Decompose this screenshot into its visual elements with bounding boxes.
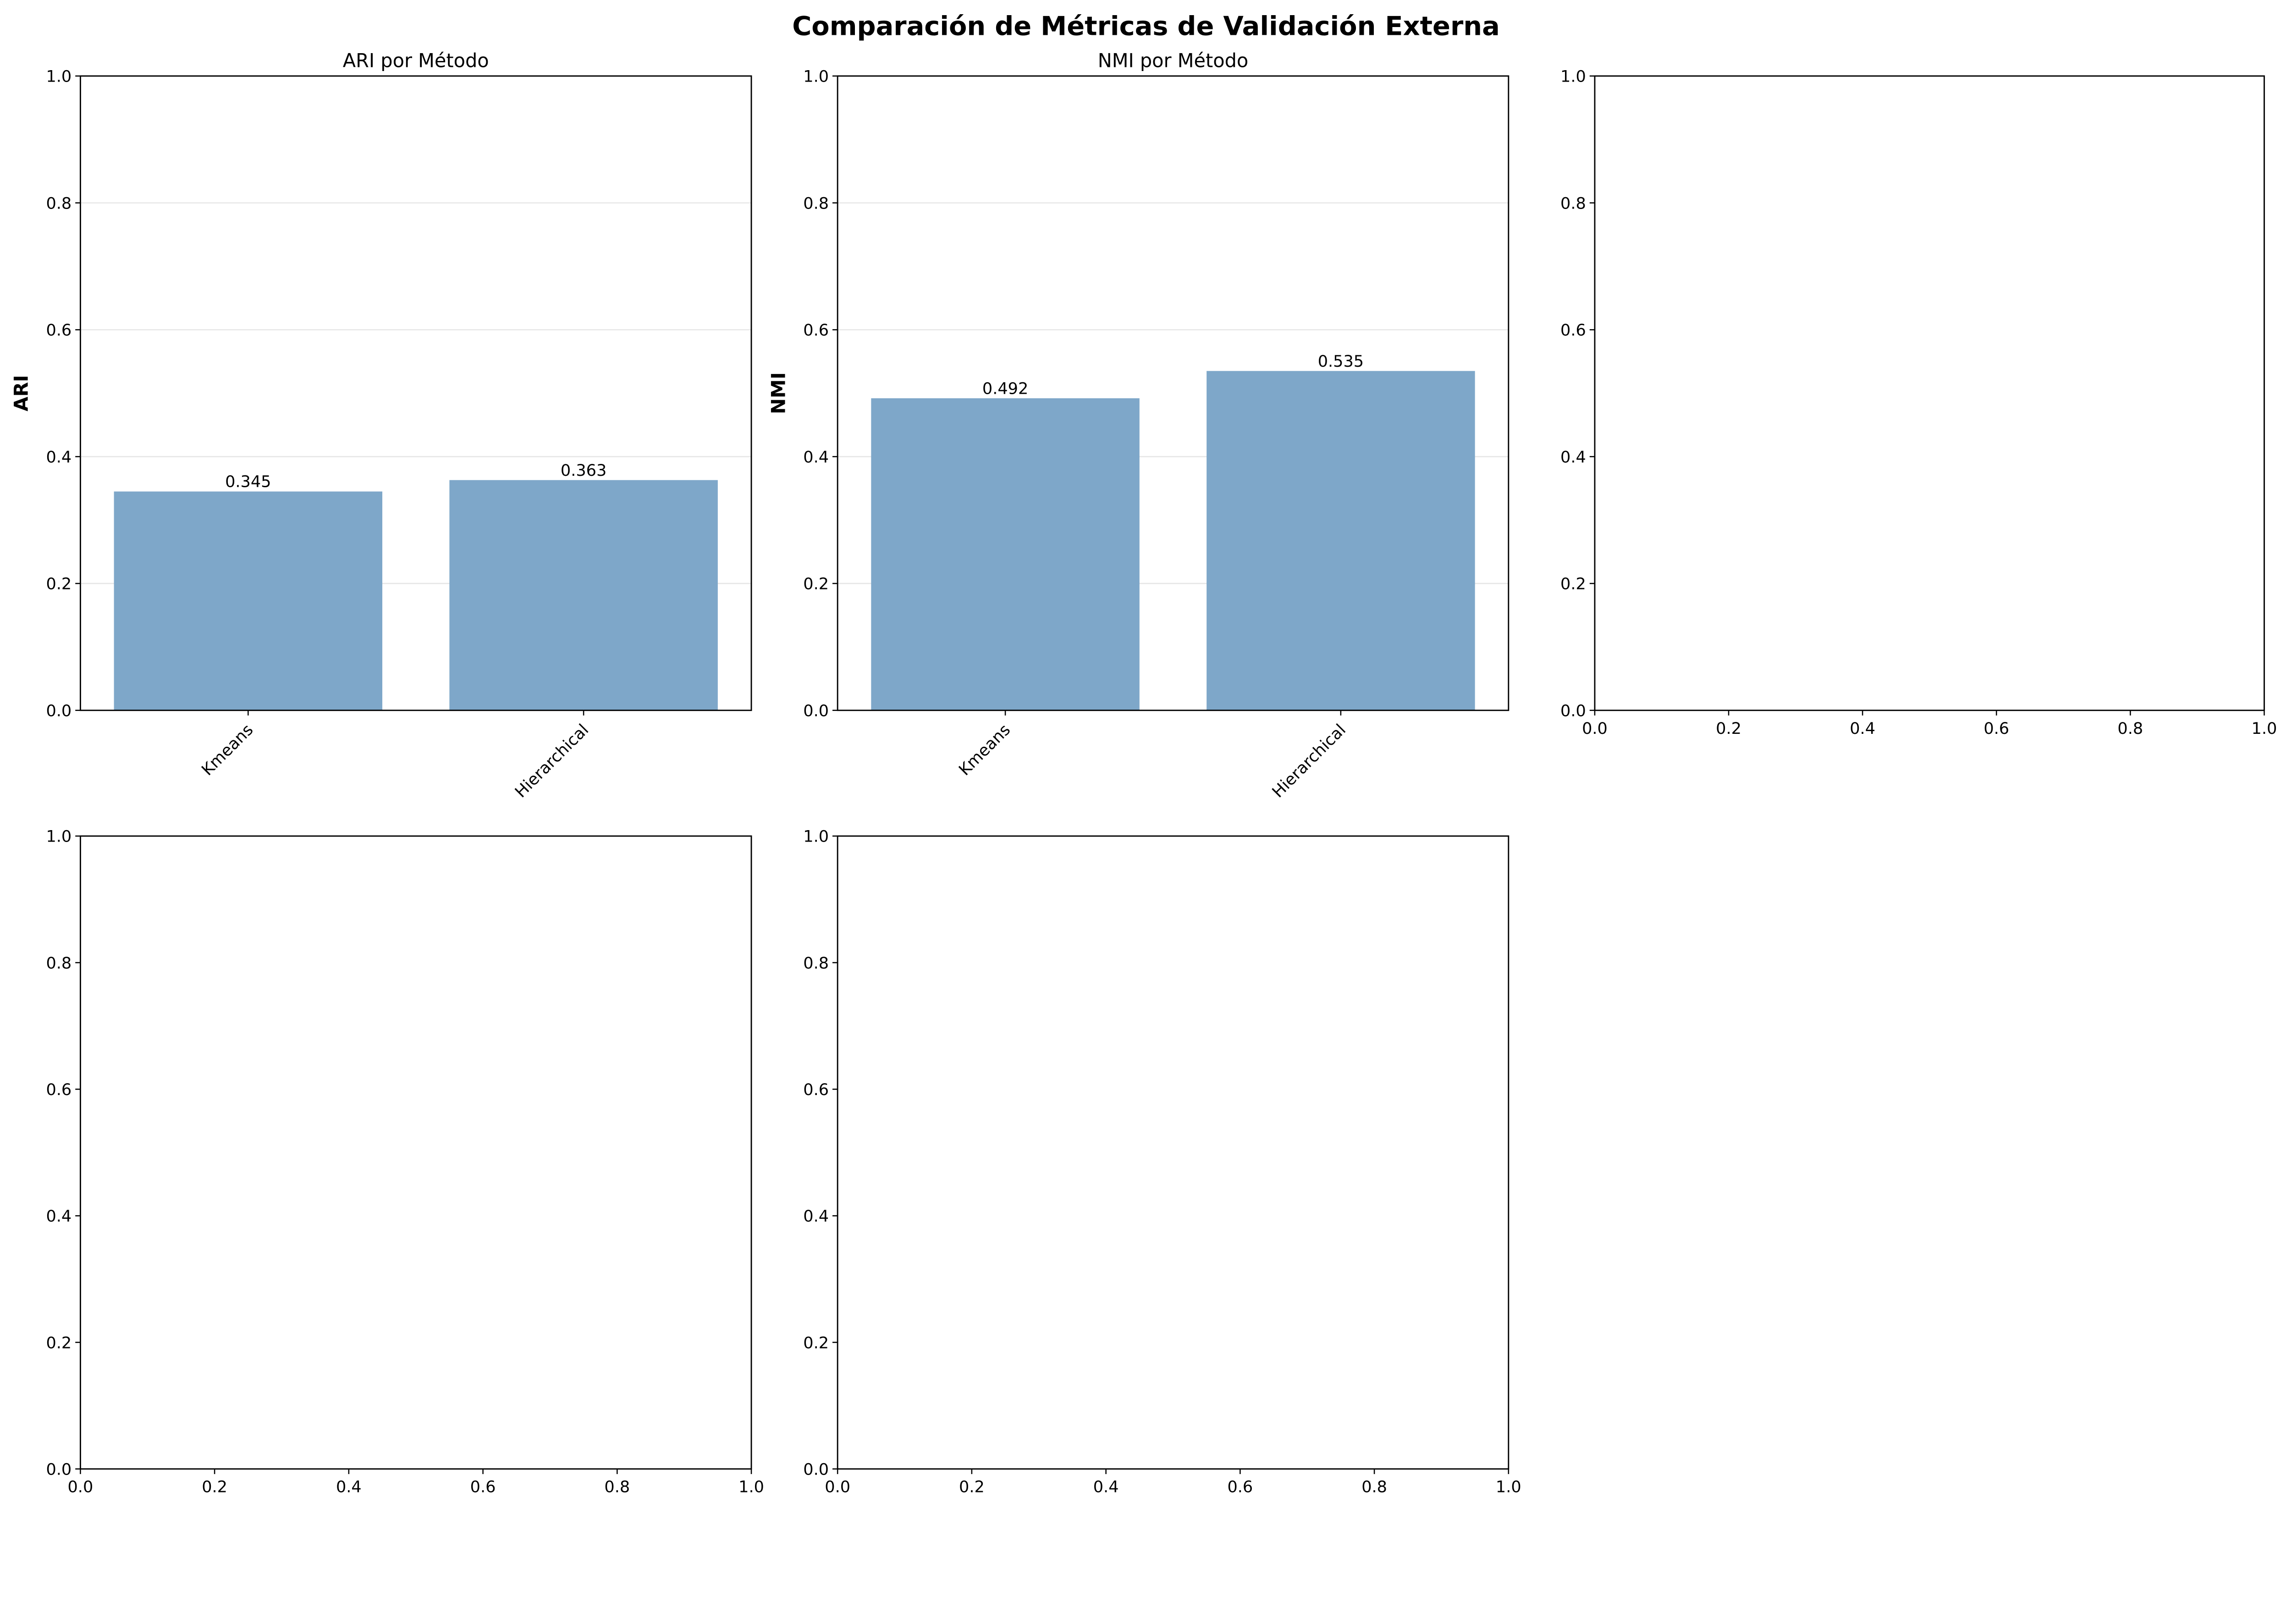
bar-kmeans	[871, 398, 1140, 710]
x-tick-label: 1.0	[738, 1478, 764, 1497]
x-tick-label: 0.6	[470, 1478, 496, 1497]
bar-value-label: 0.535	[1318, 352, 1364, 371]
bar-value-label: 0.363	[561, 461, 606, 480]
subplot-3: 0.0 0.2 0.4 0.6 0.8 1.0 0.0 0.2 0.4 0.6 0.8 1.0	[1560, 67, 2277, 738]
y-tick-label: 1.0	[1560, 67, 1586, 86]
x-tick-label: 0.2	[202, 1478, 227, 1497]
y-tick-label: 0.8	[803, 194, 829, 213]
y-tick-label: 0.2	[803, 575, 829, 594]
y-tick-label: 1.0	[803, 67, 829, 86]
bar-hierarchical	[1207, 371, 1475, 710]
bar-hierarchical	[449, 480, 718, 710]
y-tick-label: 0.0	[46, 1460, 72, 1479]
x-tick-label: 0.8	[1361, 1478, 1387, 1497]
x-tick-label: 0.2	[1716, 719, 1741, 738]
subplot-4: 0.0 0.2 0.4 0.6 0.8 1.0 0.0 0.2 0.4 0.6 0.8 1.0	[46, 827, 764, 1497]
subplot-title: ARI por Método	[343, 50, 489, 72]
y-tick-label: 0.4	[803, 448, 829, 467]
y-tick-label: 1.0	[46, 827, 72, 846]
y-tick-label: 0.2	[803, 1333, 829, 1352]
x-tick-label: 0.6	[1983, 719, 2009, 738]
axes-frame	[837, 75, 1510, 711]
x-tick-label: 0.4	[1093, 1478, 1119, 1497]
x-tick-label: 0.0	[1582, 719, 1608, 738]
axes-frame	[79, 75, 752, 711]
y-tick-label: 0.8	[46, 954, 72, 973]
axes-frame	[79, 835, 752, 1470]
subplot-title: NMI por Método	[1098, 50, 1249, 72]
y-tick-label: 0.0	[1560, 701, 1586, 720]
x-tick-label: 0.6	[1227, 1478, 1253, 1497]
subplot-5: 0.0 0.2 0.4 0.6 0.8 1.0 0.0 0.2 0.4 0.6 0.8 1.0	[803, 827, 1521, 1497]
y-tick-label: 0.6	[803, 1080, 829, 1099]
x-tick-label: Kmeans	[198, 721, 257, 779]
y-tick-label: 1.0	[46, 67, 72, 86]
x-tick-label: 0.0	[825, 1478, 850, 1497]
y-tick-label: 0.4	[803, 1207, 829, 1226]
bar-value-label: 0.345	[225, 473, 271, 491]
y-tick-label: 0.8	[1560, 194, 1586, 213]
x-tick-label: Kmeans	[955, 721, 1014, 779]
y-tick-label: 0.4	[46, 448, 72, 467]
subplot-1: 0.0 0.2 0.4 0.6 0.8 1.0 0.345 Kmeans 0.363 Hierar…	[11, 50, 752, 802]
axes-frame	[1594, 75, 2265, 711]
x-tick-label: 0.2	[959, 1478, 985, 1497]
x-tick-label: Hierarchical	[511, 721, 592, 802]
y-tick-label: 0.8	[803, 954, 829, 973]
y-axis-label: NMI	[767, 372, 789, 414]
y-tick-label: 0.6	[1560, 321, 1586, 340]
subplot-2: 0.0 0.2 0.4 0.6 0.8 1.0 0.492 Kmeans 0.535 Hierar…	[767, 50, 1510, 802]
y-tick-label: 0.6	[46, 1080, 72, 1099]
x-tick-label: 0.0	[68, 1478, 94, 1497]
y-tick-label: 0.0	[803, 701, 829, 720]
axes-frame	[837, 835, 1510, 1470]
y-tick-label: 0.0	[803, 1460, 829, 1479]
bar-kmeans	[114, 491, 383, 710]
figure-suptitle: Comparación de Métricas de Validación Ex…	[792, 11, 1500, 42]
y-tick-label: 0.2	[1560, 575, 1586, 594]
x-tick-label: Hierarchical	[1268, 721, 1350, 802]
x-tick-label: 0.4	[336, 1478, 362, 1497]
y-tick-label: 0.0	[46, 701, 72, 720]
y-tick-label: 0.2	[46, 575, 72, 594]
x-tick-label: 0.4	[1850, 719, 1875, 738]
bar-value-label: 0.492	[982, 379, 1028, 398]
figure: Comparación de Métricas de Validación Ex…	[11, 11, 2277, 1497]
y-tick-label: 1.0	[803, 827, 829, 846]
y-tick-label: 0.2	[46, 1333, 72, 1352]
y-tick-label: 0.8	[46, 194, 72, 213]
x-tick-label: 0.8	[604, 1478, 630, 1497]
y-tick-label: 0.4	[46, 1207, 72, 1226]
y-tick-label: 0.4	[1560, 448, 1586, 467]
x-tick-label: 0.8	[2117, 719, 2143, 738]
y-axis-label: ARI	[11, 375, 33, 411]
y-tick-label: 0.6	[46, 321, 72, 340]
x-tick-label: 1.0	[2252, 719, 2277, 738]
x-tick-label: 1.0	[1496, 1478, 1521, 1497]
y-tick-label: 0.6	[803, 321, 829, 340]
